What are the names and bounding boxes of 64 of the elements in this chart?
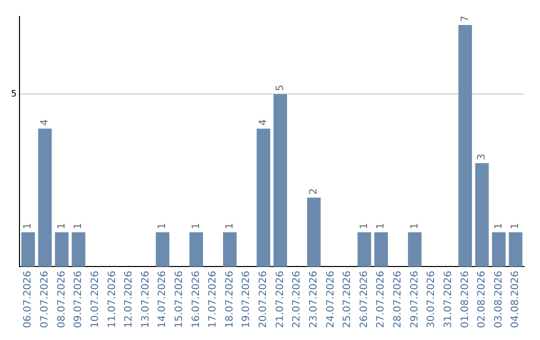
- x-tick-label: 29.07.2026: [409, 270, 420, 328]
- x-tick-label: 31.07.2026: [442, 270, 454, 328]
- bar: [156, 232, 170, 267]
- x-tick-label: 22.07.2026: [292, 270, 303, 328]
- x-tick-label: 28.07.2026: [392, 270, 404, 328]
- x-tick-label: 10.07.2026: [90, 270, 101, 328]
- data-label: 1: [376, 222, 387, 230]
- bar: [38, 128, 52, 267]
- data-label: 2: [308, 188, 320, 195]
- data-label: 4: [258, 119, 270, 126]
- x-tick-label: 27.07.2026: [376, 270, 387, 328]
- x-tick-label: 30.07.2026: [426, 270, 438, 328]
- data-label: 1: [73, 222, 84, 230]
- x-tick-label: 04.08.2026: [510, 270, 522, 328]
- bar: [492, 232, 506, 267]
- x-tick-label: 21.07.2026: [274, 270, 286, 328]
- data-label: 3: [476, 154, 488, 160]
- bar: [374, 232, 388, 267]
- x-tick-label: 12.07.2026: [124, 270, 135, 328]
- bar: [21, 232, 35, 267]
- data-label: 1: [22, 222, 34, 230]
- x-tick-label: 19.07.2026: [241, 270, 252, 328]
- x-tick-label: 17.07.2026: [208, 270, 219, 328]
- x-tick-label: 11.07.2026: [106, 270, 118, 328]
- x-tick-label: 25.07.2026: [342, 270, 354, 328]
- x-tick-label: 24.07.2026: [325, 270, 336, 328]
- bar: [475, 163, 489, 267]
- x-tick-label: 15.07.2026: [174, 270, 186, 328]
- data-label: 7: [460, 16, 471, 22]
- data-label: 1: [224, 222, 236, 230]
- bar: [189, 232, 204, 267]
- x-tick-label: 07.07.2026: [40, 270, 51, 328]
- x-tick-label: 13.07.2026: [140, 270, 152, 328]
- x-tick-label: 08.07.2026: [56, 270, 68, 328]
- bar: [358, 232, 372, 267]
- x-tick-label: 01.08.2026: [460, 270, 471, 328]
- data-label: 1: [493, 222, 504, 230]
- x-tick-label: 03.08.2026: [493, 270, 504, 328]
- data-label: 1: [358, 222, 370, 230]
- data-label: 1: [510, 222, 522, 230]
- bar: [508, 232, 522, 267]
- x-tick-label: 23.07.2026: [308, 270, 320, 328]
- x-tick-label: 09.07.2026: [73, 270, 84, 328]
- data-label: 1: [409, 222, 420, 230]
- x-tick-label: 02.08.2026: [476, 270, 488, 328]
- data-label: 5: [274, 84, 286, 92]
- data-label: 4: [40, 119, 51, 126]
- x-tick-label: 18.07.2026: [224, 270, 236, 328]
- bar: [307, 198, 321, 267]
- x-tick-label: 06.07.2026: [22, 270, 34, 328]
- bar: [72, 232, 86, 267]
- x-tick-label: 26.07.2026: [358, 270, 370, 328]
- x-tick-label: 14.07.2026: [157, 270, 168, 328]
- bar: [408, 232, 422, 267]
- data-label: 1: [157, 222, 168, 230]
- data-label: 1: [190, 222, 202, 230]
- bar: [458, 25, 472, 267]
- bar: [54, 232, 69, 267]
- bar: [273, 94, 288, 267]
- bar: [256, 128, 270, 267]
- bar: [223, 232, 237, 267]
- data-label: 1: [56, 222, 68, 230]
- x-tick-label: 16.07.2026: [190, 270, 202, 328]
- x-tick-label: 20.07.2026: [258, 270, 270, 328]
